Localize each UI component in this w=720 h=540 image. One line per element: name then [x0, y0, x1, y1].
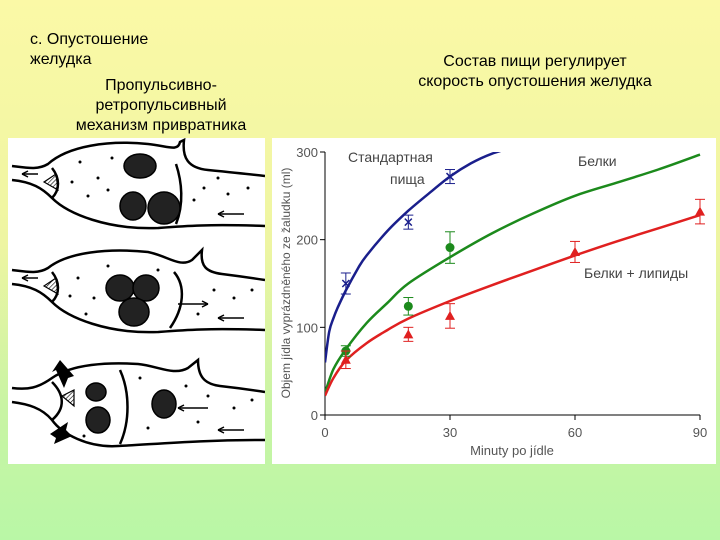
series-label: Белки	[578, 153, 617, 169]
stomach-stage-3	[11, 357, 266, 448]
y-tick-label: 100	[296, 320, 318, 335]
data-point	[403, 326, 414, 342]
series-markers	[340, 169, 705, 370]
marker-triangle	[695, 206, 705, 216]
left-subtitle: Пропульсивно- ретропульсивный механизм п…	[52, 76, 270, 136]
contraction-arrow-top	[52, 360, 74, 388]
stomach-diagram	[11, 137, 266, 448]
left-subtitle-line: Пропульсивно-	[105, 77, 217, 94]
stomach-stage-2	[11, 246, 266, 334]
stomach-dots-2	[68, 264, 254, 316]
y-tick-label: 0	[311, 408, 318, 423]
series-labels: Стандартная пища Белки Белки + липиды	[348, 149, 688, 281]
left-heading-line: c. Опустошение	[30, 31, 149, 48]
marker-x	[404, 218, 413, 227]
x-tick-label: 30	[443, 425, 457, 440]
left-heading: c. Опустошение желудка	[30, 30, 148, 70]
chart-axes	[324, 152, 700, 416]
y-tick-label: 300	[296, 145, 318, 160]
marker-circle	[445, 243, 455, 253]
marker-x	[445, 172, 455, 181]
y-ticks: 0 100 200 300	[296, 145, 325, 423]
data-point	[570, 240, 580, 263]
stomach-diagram-panel	[8, 137, 266, 464]
right-heading: Состав пищи регулирует скорость опустоше…	[390, 52, 680, 92]
y-axis-label: Objem jídla vyprázdněného ze žaludku (ml…	[279, 168, 293, 399]
series-label: Белки + липиды	[584, 265, 688, 281]
marker-triangle	[340, 354, 351, 364]
left-subtitle-line: ретропульсивный	[95, 97, 227, 114]
marker-triangle	[570, 246, 580, 256]
y-tick-label: 200	[296, 233, 318, 248]
stomach-dots-1	[70, 156, 250, 202]
left-subtitle-line: механизм привратника	[75, 117, 247, 134]
data-point	[445, 303, 455, 329]
series-line-2	[325, 213, 701, 397]
x-tick-label: 90	[693, 425, 707, 440]
chart-panel: 0 100 200 300 0 30 60 90 Стандартная пища Белки Б…	[272, 138, 716, 464]
data-point	[340, 350, 351, 370]
data-point	[340, 272, 351, 295]
series-line-0	[325, 152, 502, 363]
data-point	[403, 297, 414, 316]
right-heading-line: Состав пищи регулирует	[443, 53, 627, 70]
marker-triangle	[445, 310, 455, 320]
marker-x	[341, 279, 350, 288]
gastric-emptying-chart: 0 100 200 300 0 30 60 90 Стандартная пища Белки Б…	[279, 145, 707, 458]
series-label: пища	[390, 171, 425, 187]
data-point	[695, 198, 705, 225]
left-heading-line: желудка	[30, 51, 92, 68]
marker-triangle	[403, 329, 414, 339]
x-axis-label: Minuty po jídle	[470, 443, 554, 458]
series-label: Стандартная	[348, 149, 433, 165]
x-ticks: 0 30 60 90	[321, 415, 707, 440]
contraction-arrow-bottom	[50, 422, 72, 444]
x-tick-label: 0	[321, 425, 328, 440]
x-tick-label: 60	[568, 425, 582, 440]
stomach-dots-3	[82, 376, 254, 438]
data-point	[445, 231, 455, 264]
right-heading-line: скорость опустошения желудка	[418, 73, 652, 90]
data-point	[445, 169, 455, 185]
data-point	[403, 214, 414, 230]
stomach-stage-1	[11, 137, 266, 230]
marker-circle	[403, 301, 413, 311]
